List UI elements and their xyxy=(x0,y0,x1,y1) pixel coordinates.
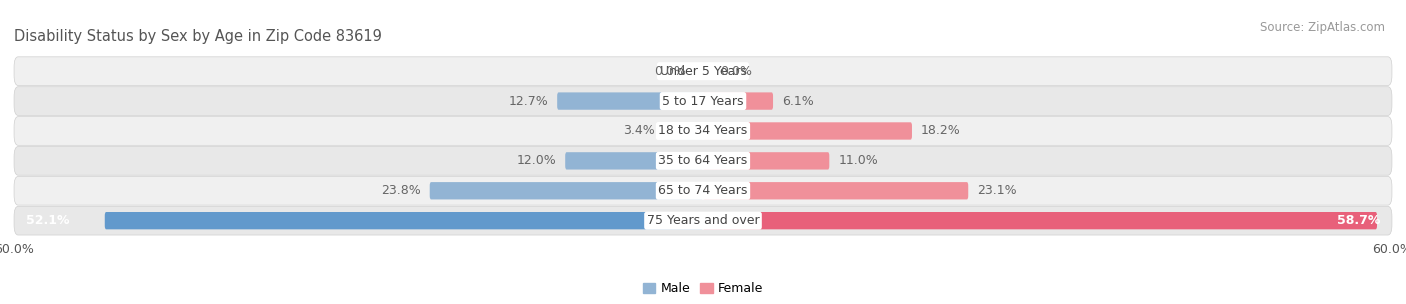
Text: 3.4%: 3.4% xyxy=(623,124,655,137)
Text: 5 to 17 Years: 5 to 17 Years xyxy=(662,95,744,108)
Text: 0.0%: 0.0% xyxy=(720,65,752,78)
FancyBboxPatch shape xyxy=(703,152,830,170)
Text: 52.1%: 52.1% xyxy=(25,214,69,227)
Text: 35 to 64 Years: 35 to 64 Years xyxy=(658,154,748,168)
FancyBboxPatch shape xyxy=(703,122,912,140)
FancyBboxPatch shape xyxy=(14,87,1392,116)
Text: 18.2%: 18.2% xyxy=(921,124,960,137)
FancyBboxPatch shape xyxy=(105,212,703,229)
FancyBboxPatch shape xyxy=(14,117,1392,145)
Text: 18 to 34 Years: 18 to 34 Years xyxy=(658,124,748,137)
FancyBboxPatch shape xyxy=(703,92,773,110)
Text: Disability Status by Sex by Age in Zip Code 83619: Disability Status by Sex by Age in Zip C… xyxy=(14,29,382,44)
Text: 12.7%: 12.7% xyxy=(508,95,548,108)
Text: 23.8%: 23.8% xyxy=(381,184,420,197)
Text: Source: ZipAtlas.com: Source: ZipAtlas.com xyxy=(1260,21,1385,34)
FancyBboxPatch shape xyxy=(703,182,969,199)
FancyBboxPatch shape xyxy=(430,182,703,199)
Text: 6.1%: 6.1% xyxy=(782,95,814,108)
Text: 23.1%: 23.1% xyxy=(977,184,1017,197)
FancyBboxPatch shape xyxy=(14,206,1392,235)
Text: 11.0%: 11.0% xyxy=(838,154,879,168)
Text: 0.0%: 0.0% xyxy=(654,65,686,78)
FancyBboxPatch shape xyxy=(14,176,1392,205)
Text: 58.7%: 58.7% xyxy=(1337,214,1381,227)
Text: 12.0%: 12.0% xyxy=(516,154,555,168)
Text: Under 5 Years: Under 5 Years xyxy=(659,65,747,78)
Text: 65 to 74 Years: 65 to 74 Years xyxy=(658,184,748,197)
FancyBboxPatch shape xyxy=(703,212,1376,229)
FancyBboxPatch shape xyxy=(565,152,703,170)
Text: 75 Years and over: 75 Years and over xyxy=(647,214,759,227)
FancyBboxPatch shape xyxy=(14,57,1392,85)
FancyBboxPatch shape xyxy=(14,147,1392,175)
FancyBboxPatch shape xyxy=(664,122,703,140)
Legend: Male, Female: Male, Female xyxy=(638,277,768,300)
FancyBboxPatch shape xyxy=(557,92,703,110)
